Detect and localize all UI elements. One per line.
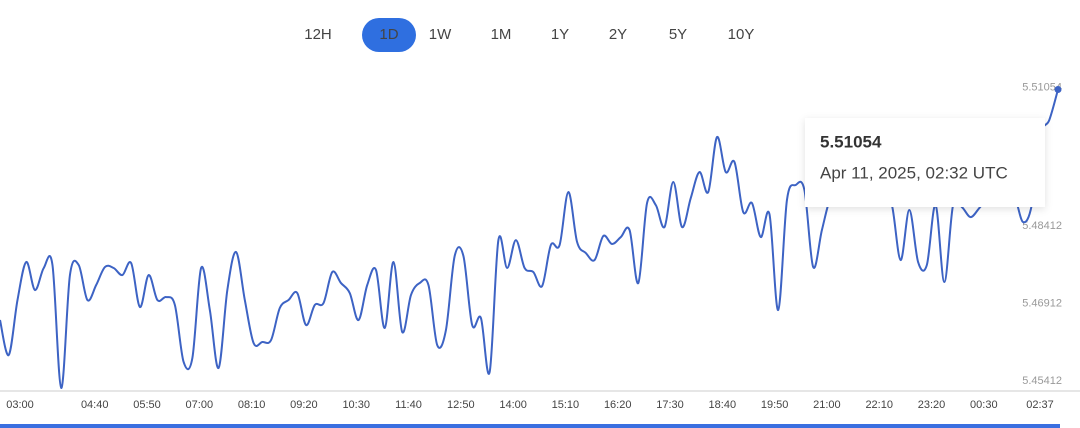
x-tick-label: 19:50 (761, 399, 789, 411)
last-point (1054, 86, 1062, 94)
active-button-bg[interactable] (362, 18, 416, 52)
tooltip-box (805, 118, 1045, 207)
range-button[interactable]: 5Y (669, 26, 687, 43)
x-tick-label: 12:50 (447, 399, 475, 411)
x-tick-label: 14:00 (499, 399, 527, 411)
x-tick-label: 15:10 (552, 399, 580, 411)
x-tick-label: 22:10 (865, 399, 893, 411)
range-button[interactable]: 1M (491, 26, 512, 43)
tooltip-date: Apr 11, 2025, 02:32 UTC (820, 163, 1008, 182)
x-tick-label: 16:20 (604, 399, 632, 411)
x-tick-label: 07:00 (186, 399, 214, 411)
y-tick-label: 5.45412 (1022, 375, 1062, 387)
y-tick-label: 5.48412 (1022, 220, 1062, 232)
x-tick-label: 00:30 (970, 399, 998, 411)
x-tick-label: 10:30 (342, 399, 370, 411)
range-buttons: 12H 1D 1W 1M 1Y 2Y 5Y 10Y (304, 18, 754, 52)
x-tick-label: 21:00 (813, 399, 841, 411)
scrollbar[interactable] (0, 424, 1060, 428)
range-button[interactable]: 1W (429, 26, 452, 43)
range-button[interactable]: 1D (379, 26, 398, 43)
plot: 5.45412 5.46912 5.48412 5.51054 03:00 04:40 05… (0, 81, 1062, 411)
range-button[interactable]: 2Y (609, 26, 627, 43)
last-value-label: 5.51054 (1022, 81, 1062, 93)
x-tick-label: 09:20 (290, 399, 318, 411)
tooltip: 5.51054 Apr 11, 2025, 02:32 UTC (805, 118, 1045, 207)
x-tick-label: 23:20 (918, 399, 946, 411)
x-tick-label: 05:50 (133, 399, 161, 411)
x-tick-label: 02:37 (1026, 399, 1054, 411)
x-tick-label: 04:40 (81, 399, 109, 411)
x-tick-label: 11:40 (395, 399, 422, 411)
x-tick-label: 08:10 (238, 399, 266, 411)
tooltip-value: 5.51054 (820, 132, 882, 151)
range-button[interactable]: 10Y (728, 26, 755, 43)
x-tick-label: 03:00 (6, 399, 34, 411)
y-tick-label: 5.46912 (1022, 297, 1062, 309)
x-tick-label: 18:40 (709, 399, 737, 411)
range-button[interactable]: 1Y (551, 26, 569, 43)
range-button[interactable]: 12H (304, 26, 332, 43)
x-tick-label: 17:30 (656, 399, 684, 411)
